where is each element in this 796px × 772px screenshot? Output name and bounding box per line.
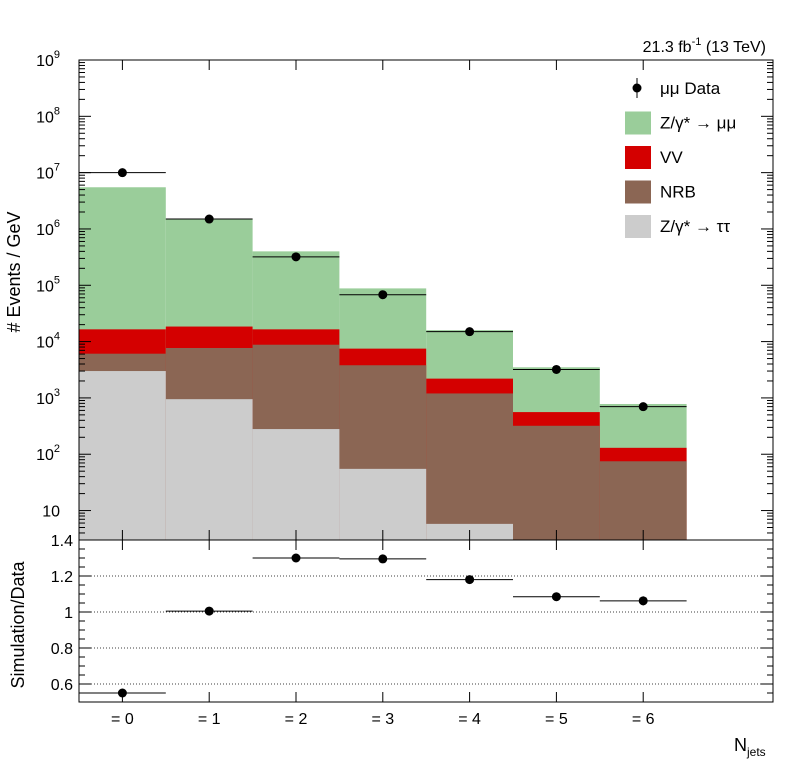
ratio-grid <box>79 575 773 685</box>
y-tick-label: 104 <box>36 331 60 352</box>
ratio-point-6 <box>638 596 648 606</box>
legend-label-0: μμ Data <box>660 79 721 98</box>
ratio-panel: 0.60.811.21.4 Simulation/Data = 0 = 1 = 2 =… <box>8 60 774 759</box>
y-tick-label: 108 <box>36 105 60 126</box>
legend-label-2: VV <box>660 148 683 167</box>
main-panel: 10 102 103 104 105 106 107 108 109 # Events / Ge… <box>4 49 774 541</box>
legend-swatch-2 <box>625 146 651 169</box>
data-point-5 <box>551 364 561 374</box>
data-point-6 <box>638 402 648 412</box>
legend-label-4: Z/γ* → ττ <box>660 217 730 236</box>
ratio-points <box>79 553 687 698</box>
legend-label-3: NRB <box>660 183 696 202</box>
data-point-3 <box>378 290 388 300</box>
y-tick-label: 107 <box>36 162 60 183</box>
y-tick-label: 10 <box>42 504 60 521</box>
ratio-point-5 <box>551 592 561 602</box>
data-points <box>79 168 687 412</box>
ratio-tick-label: 0.6 <box>51 677 73 694</box>
ratio-tick-label: 0.8 <box>51 641 73 658</box>
legend-swatch-1 <box>625 111 651 135</box>
y-axis-ratio: 0.6 0.8 1 1.2 1.4 <box>51 533 773 694</box>
data-point-1 <box>204 214 214 224</box>
bar-z-3 <box>339 468 427 540</box>
legend-data-marker <box>632 83 642 93</box>
bar-nrb-4 <box>426 393 513 540</box>
bar-nrb-5 <box>513 425 600 540</box>
bar-nrb-6 <box>599 461 687 540</box>
x-tick-label-4: = 4 <box>458 711 481 728</box>
bar-z-2 <box>252 429 340 540</box>
x-tick-label-5: = 5 <box>545 711 568 728</box>
y-tick-label: 106 <box>36 218 60 239</box>
legend-swatch-3 <box>625 180 651 204</box>
ratio-point-3 <box>378 554 388 564</box>
ratio-point-2 <box>291 553 301 563</box>
y-axis-title-ratio: Simulation/Data <box>8 560 28 688</box>
x-axis: = 0 = 1 = 2 = 3 = 4 = 5 = 6 <box>111 60 655 728</box>
luminosity-label: 21.3 fb-1 (13 TeV) <box>643 36 766 56</box>
y-tick-label: 102 <box>36 443 60 464</box>
y-tick-label: 109 <box>36 49 60 70</box>
x-tick-label-2: = 2 <box>285 711 308 728</box>
y-axis-main: 10 102 103 104 105 106 107 108 109 <box>36 49 773 541</box>
ratio-tick-label: 1.4 <box>51 533 73 550</box>
y-tick-label: 105 <box>36 274 60 295</box>
ratio-point-4 <box>465 575 475 585</box>
bar-z-1 <box>165 399 253 540</box>
x-axis-title: Njets <box>734 735 766 759</box>
legend: μμ Data Z/γ* → μμ VV NRB Z/γ* → ττ <box>625 78 736 238</box>
x-tick-label-6: = 6 <box>632 711 655 728</box>
data-point-2 <box>291 252 301 262</box>
x-tick-label-1: = 1 <box>198 711 221 728</box>
ratio-tick-label: 1.2 <box>51 569 73 586</box>
y-axis-title-main: # Events / GeV <box>4 211 24 332</box>
ratio-frame <box>78 539 774 703</box>
bar-z-0 <box>79 371 166 540</box>
ratio-point-1 <box>204 606 214 616</box>
legend-label-1: Z/γ* → μμ <box>660 114 736 133</box>
data-point-0 <box>117 168 127 178</box>
legend-swatch-4 <box>625 215 651 238</box>
stack-bars <box>79 187 687 541</box>
data-point-4 <box>465 327 475 337</box>
x-tick-label-3: = 3 <box>371 711 394 728</box>
y-tick-label: 103 <box>36 387 60 408</box>
ratio-tick-label: 1 <box>64 605 73 622</box>
x-tick-label-0: = 0 <box>111 711 134 728</box>
